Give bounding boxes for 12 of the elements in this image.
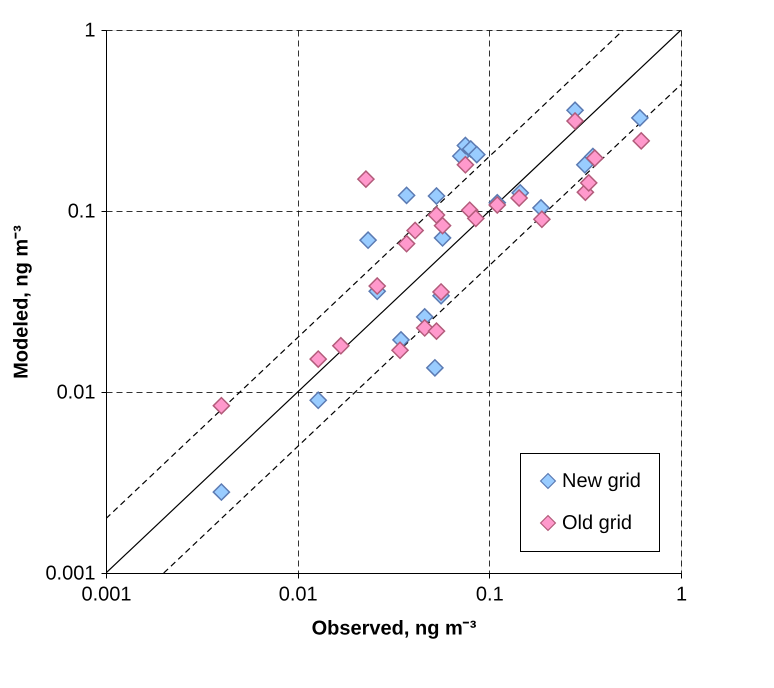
x-axis-title: Observed, ng m⁻³: [312, 618, 477, 640]
y-tick-label: 0.1: [68, 200, 96, 222]
y-axis-title: Modeled, ng m⁻³: [10, 224, 32, 379]
y-tick-label: 0.001: [45, 562, 96, 584]
x-tick-label: 0.01: [278, 584, 318, 606]
legend-label: Old grid: [562, 512, 632, 534]
x-tick-label: 0.001: [81, 584, 132, 606]
x-tick-label: 1: [676, 584, 688, 606]
y-tick-label: 0.01: [56, 382, 96, 404]
x-tick-label: 0.1: [476, 584, 504, 606]
y-tick-label: 1: [84, 20, 96, 42]
legend-label: New grid: [562, 470, 641, 492]
